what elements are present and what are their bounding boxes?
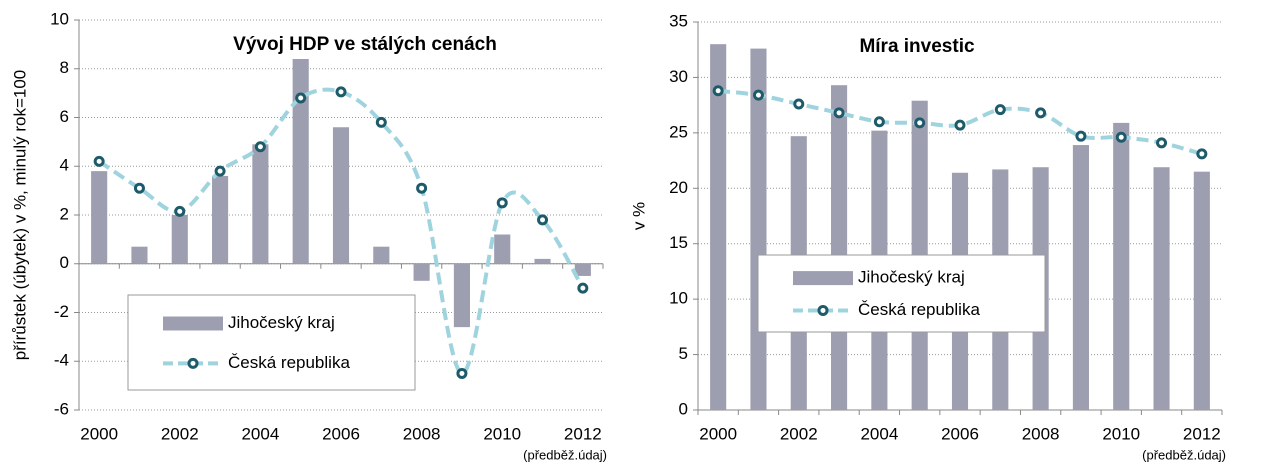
x-tick-label: 2000 [699, 424, 737, 443]
x-tick-label: 2006 [322, 424, 360, 443]
marker [833, 107, 845, 119]
x-tick-label: 2004 [241, 424, 279, 443]
bar [453, 263, 470, 328]
legend-box [127, 294, 416, 391]
marker [914, 117, 926, 129]
chart-title: Vývoj HDP ve stálých cenách [233, 34, 497, 55]
marker [752, 89, 764, 101]
marker [93, 155, 105, 167]
marker [1115, 131, 1127, 143]
bar [373, 246, 390, 264]
legend-label: Česká republika [228, 353, 350, 372]
bar [1193, 171, 1210, 410]
annotation: (předběž.údaj) [523, 447, 607, 462]
chart-title: Míra investic [859, 36, 975, 57]
x-tick-label: 2000 [80, 424, 118, 443]
bar [292, 59, 309, 264]
bar [494, 234, 511, 264]
marker [537, 214, 549, 226]
legend-label: Jihočeský kraj [228, 313, 335, 332]
bar [750, 48, 767, 410]
marker [873, 116, 885, 128]
y-tick-label: 10 [669, 289, 688, 308]
bar [171, 215, 188, 264]
x-tick-label: 2004 [860, 424, 898, 443]
bar [710, 44, 727, 411]
marker [174, 205, 186, 217]
y-tick-label: 15 [669, 233, 688, 252]
marker [295, 92, 307, 104]
y-tick-label: -6 [54, 399, 69, 418]
x-tick-label: 2008 [1022, 424, 1060, 443]
y-tick-label: 20 [669, 178, 688, 197]
legend-marker [817, 304, 829, 316]
bar [131, 246, 148, 264]
y-tick-label: -2 [54, 302, 69, 321]
legend-label: Jihočeský kraj [858, 268, 965, 287]
marker [133, 182, 145, 194]
legend-swatch [793, 271, 853, 286]
x-tick-label: 2002 [161, 424, 199, 443]
marker [214, 165, 226, 177]
bar [212, 176, 229, 264]
marker [1075, 130, 1087, 142]
y-tick-label: 35 [669, 11, 688, 30]
marker [954, 119, 966, 131]
bar [831, 85, 848, 410]
legend-marker [187, 357, 199, 369]
y-axis-label: v % [629, 202, 648, 230]
x-tick-label: 2008 [403, 424, 441, 443]
y-tick-label: 8 [60, 58, 69, 77]
bar [1113, 122, 1130, 410]
marker [335, 86, 347, 98]
bar [534, 258, 551, 264]
y-tick-label: 0 [60, 253, 69, 272]
marker [712, 85, 724, 97]
marker [577, 282, 589, 294]
y-tick-label: 25 [669, 122, 688, 141]
marker [254, 141, 266, 153]
bar [1153, 167, 1170, 410]
legend-label: Česká republika [858, 300, 980, 319]
bar [1072, 145, 1089, 410]
y-tick-label: 0 [679, 399, 688, 418]
y-tick-label: 6 [60, 107, 69, 126]
bar [91, 171, 108, 264]
x-tick-label: 2012 [564, 424, 602, 443]
bar [413, 263, 430, 281]
y-tick-label: 10 [50, 9, 69, 28]
x-tick-label: 2006 [941, 424, 979, 443]
legend-box [757, 254, 1046, 333]
marker [1156, 137, 1168, 149]
y-tick-label: -4 [54, 351, 69, 370]
marker [994, 104, 1006, 116]
y-axis-label: přírůstek (úbytek) v %, minulý rok=100 [10, 70, 29, 361]
marker [416, 182, 428, 194]
y-tick-label: 4 [60, 156, 69, 175]
marker [1196, 148, 1208, 160]
x-tick-label: 2012 [1183, 424, 1221, 443]
legend-swatch [163, 316, 223, 331]
bar [332, 127, 350, 264]
marker [375, 116, 387, 128]
x-tick-label: 2002 [780, 424, 818, 443]
bar [252, 144, 269, 264]
bar [574, 263, 591, 276]
y-tick-label: 30 [669, 67, 688, 86]
x-tick-label: 2010 [483, 424, 521, 443]
marker [793, 98, 805, 110]
y-tick-label: 5 [679, 344, 688, 363]
y-tick-label: 2 [60, 204, 69, 223]
marker [496, 197, 508, 209]
marker [1035, 107, 1047, 119]
marker [456, 367, 468, 379]
annotation: (předběž.údaj) [1142, 447, 1226, 462]
x-tick-label: 2010 [1102, 424, 1140, 443]
